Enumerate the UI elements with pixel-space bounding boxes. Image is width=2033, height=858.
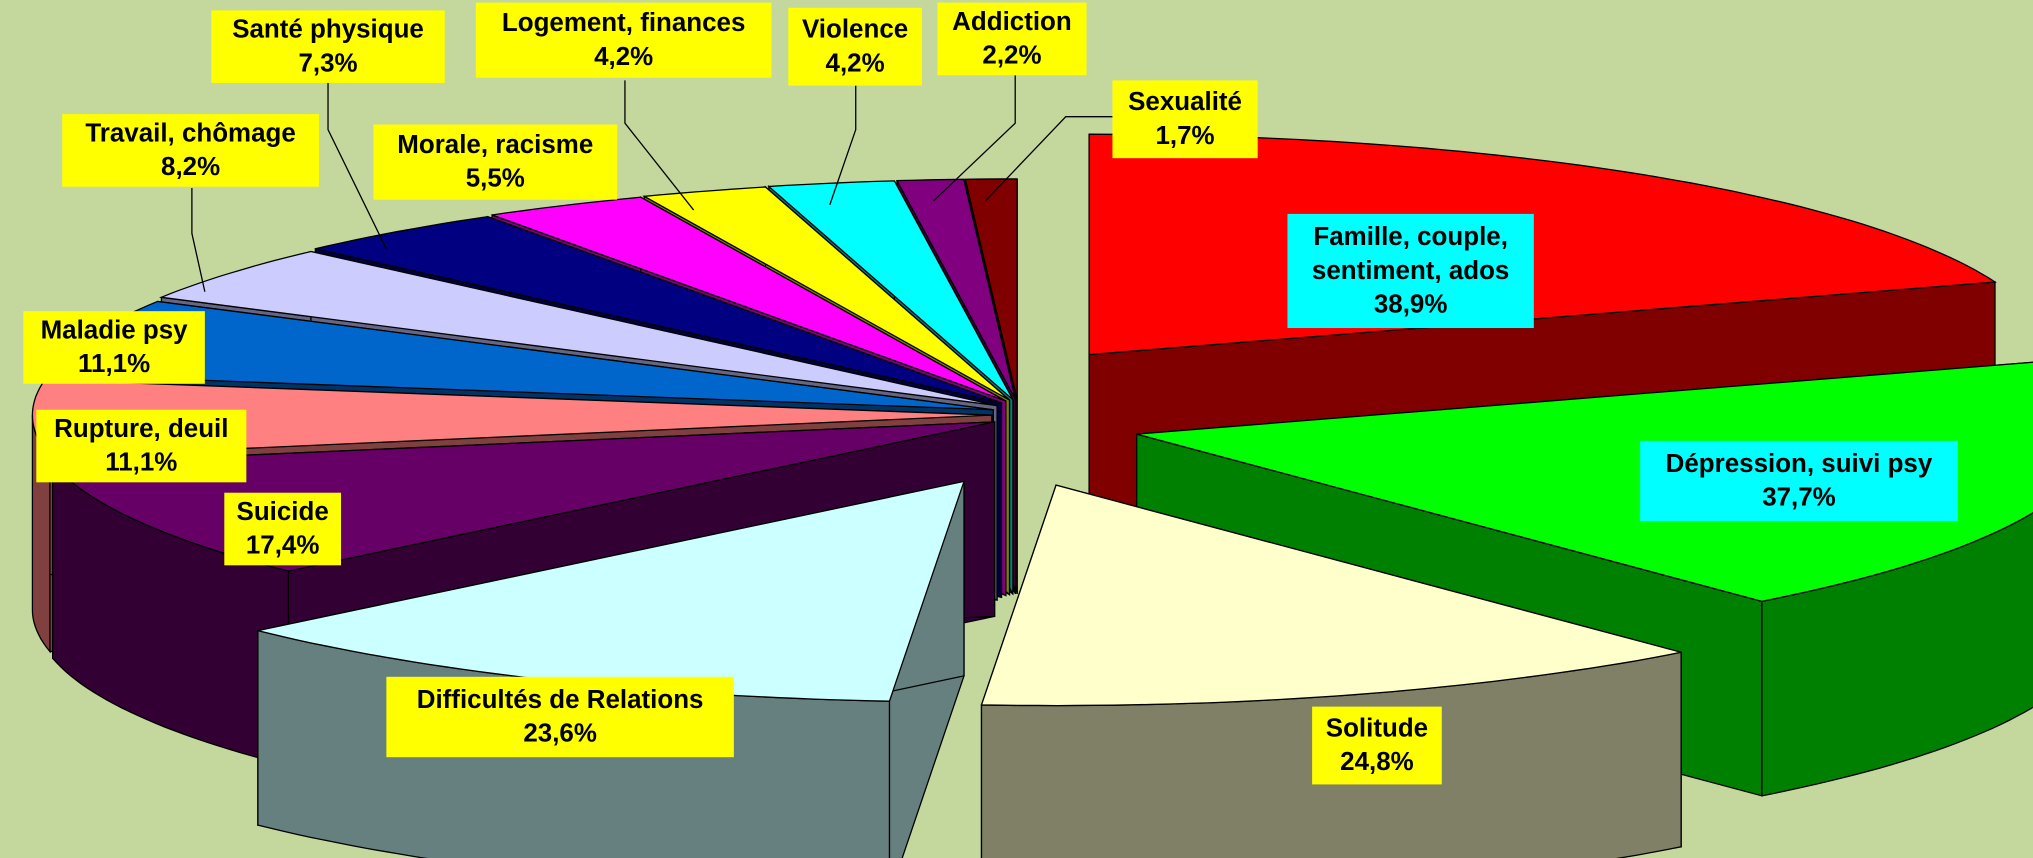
- data-label: Maladie psy 11,1%: [23, 311, 205, 384]
- category-label: Addiction: [952, 7, 1072, 37]
- data-label: Rupture, deuil 11,1%: [36, 409, 247, 483]
- category-label: Difficultés de Relations: [416, 685, 704, 715]
- slice-top: [158, 250, 998, 407]
- category-label: Travail, chômage: [85, 119, 296, 148]
- data-label: Addiction 2,2%: [937, 2, 1087, 76]
- slice-top: [315, 215, 1002, 404]
- data-label: Dépression, suivi psy 37,7%: [1640, 440, 1958, 522]
- data-label: Suicide 17,4%: [224, 492, 341, 566]
- data-label: Santé physique 7,3%: [211, 10, 445, 83]
- slice-top: [895, 178, 1017, 400]
- data-label: Sexualité 1,7%: [1112, 80, 1258, 159]
- data-label: Famille, couple, sentiment, ados 38,9%: [1287, 213, 1534, 329]
- leader-line: [191, 188, 206, 292]
- category-label: Morale, racisme: [397, 130, 594, 160]
- category-label: Suicide: [236, 497, 329, 527]
- data-label: Logement, finances 4,2%: [475, 2, 772, 78]
- data-label: Violence 4,2%: [788, 7, 922, 86]
- leader-line: [933, 75, 1016, 202]
- value-label: 4,2%: [825, 49, 885, 78]
- category-label: Violence: [801, 15, 909, 45]
- value-label: 2,2%: [982, 41, 1042, 71]
- value-label: 1,7%: [1155, 121, 1215, 151]
- category-label: Famille, couple, sentiment, ados: [1311, 223, 1510, 286]
- value-label: 7,3%: [298, 49, 358, 78]
- data-label: Morale, racisme 5,5%: [373, 124, 618, 200]
- category-label: Maladie psy: [40, 316, 188, 345]
- slice-top: [642, 186, 1010, 401]
- value-label: 23,6%: [523, 719, 597, 749]
- slice-top: [1136, 361, 2033, 603]
- value-label: 37,7%: [1762, 483, 1836, 513]
- slice-top: [491, 196, 1007, 402]
- value-label: 24,8%: [1340, 748, 1414, 777]
- category-label: Solitude: [1325, 714, 1429, 743]
- leader-lines: [191, 75, 1113, 292]
- data-label: Solitude 24,8%: [1312, 706, 1442, 785]
- data-label: Travail, chômage 8,2%: [62, 114, 319, 187]
- leader-line: [984, 116, 1113, 202]
- leader-line: [624, 80, 695, 211]
- slice-top: [767, 180, 1014, 401]
- slice-top: [980, 484, 1682, 707]
- value-label: 11,1%: [78, 350, 151, 379]
- category-label: Dépression, suivi psy: [1665, 449, 1933, 479]
- slice-top: [964, 178, 1018, 400]
- value-label: 8,2%: [161, 152, 221, 182]
- category-label: Rupture, deuil: [54, 414, 229, 444]
- value-label: 17,4%: [245, 531, 320, 561]
- category-label: Santé physique: [232, 15, 424, 45]
- value-label: 5,5%: [465, 164, 525, 194]
- value-label: 4,2%: [594, 42, 654, 72]
- category-label: Logement, finances: [501, 9, 746, 38]
- slice-wall: [1761, 512, 2033, 797]
- leader-line: [327, 80, 387, 250]
- value-label: 11,1%: [105, 448, 178, 478]
- data-label: Difficultés de Relations 23,6%: [386, 676, 734, 758]
- value-label: 38,9%: [1373, 290, 1448, 319]
- leader-line: [829, 85, 857, 206]
- category-label: Sexualité: [1128, 88, 1242, 117]
